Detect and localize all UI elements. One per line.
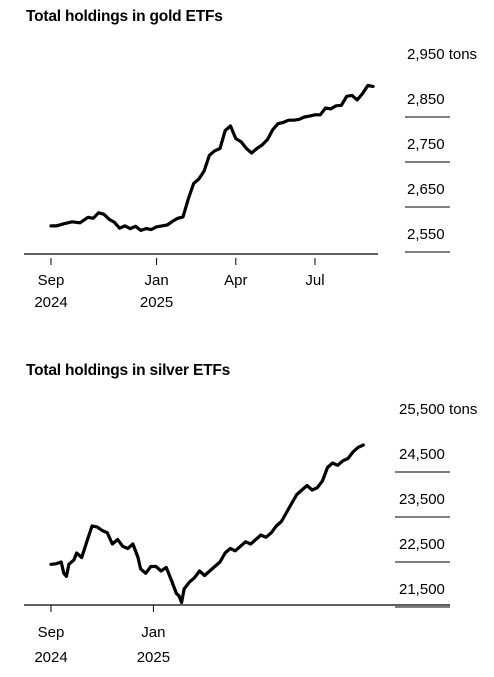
gold-y-tick-label: 2,950 tons <box>407 46 477 63</box>
gold-x-tick-label: Apr <box>224 272 247 289</box>
silver-chart-title: Total holdings in silver ETFs <box>26 362 231 379</box>
gold-x-tick-label: Sep <box>38 272 65 289</box>
silver-x-tick-year: 2025 <box>137 649 170 666</box>
silver-y-tick-label: 21,500 <box>399 581 445 598</box>
gold-x-tick-year: 2024 <box>34 294 67 311</box>
silver-y-tick-label: 25,500 tons <box>399 401 477 418</box>
gold-y-tick-label: 2,850 <box>407 91 445 108</box>
gold-chart-title: Total holdings in gold ETFs <box>26 8 223 25</box>
gold-y-tick-label: 2,750 <box>407 136 445 153</box>
gold-y-tick-label: 2,550 <box>407 226 445 243</box>
gold-x-tick-year: 2025 <box>140 294 173 311</box>
silver-x-tick-label: Jan <box>141 624 165 641</box>
gold-y-tick-label: 2,650 <box>407 181 445 198</box>
gold-series-line <box>49 83 375 232</box>
silver-y-tick-label: 23,500 <box>399 491 445 508</box>
silver-x-tick-label: Sep <box>38 624 65 641</box>
silver-y-tick-label: 24,500 <box>399 446 445 463</box>
silver-y-tick-label: 22,500 <box>399 536 445 553</box>
gold-x-tick-label: Jul <box>305 272 324 289</box>
silver-x-tick-year: 2024 <box>34 649 67 666</box>
gold-x-tick-label: Jan <box>145 272 169 289</box>
silver-series-line <box>49 443 365 605</box>
